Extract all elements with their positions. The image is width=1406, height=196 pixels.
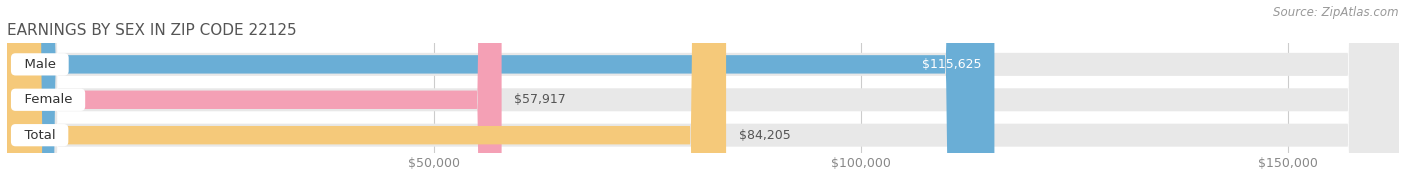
FancyBboxPatch shape [7, 0, 994, 196]
Text: Male: Male [15, 58, 65, 71]
FancyBboxPatch shape [7, 0, 502, 196]
Text: $84,205: $84,205 [740, 129, 790, 142]
FancyBboxPatch shape [7, 0, 1399, 196]
Text: $57,917: $57,917 [515, 93, 567, 106]
Text: $115,625: $115,625 [922, 58, 981, 71]
Text: Total: Total [15, 129, 63, 142]
Text: Source: ZipAtlas.com: Source: ZipAtlas.com [1274, 6, 1399, 19]
Text: Female: Female [15, 93, 80, 106]
Text: EARNINGS BY SEX IN ZIP CODE 22125: EARNINGS BY SEX IN ZIP CODE 22125 [7, 23, 297, 38]
FancyBboxPatch shape [7, 0, 725, 196]
FancyBboxPatch shape [7, 0, 1399, 196]
FancyBboxPatch shape [7, 0, 1399, 196]
